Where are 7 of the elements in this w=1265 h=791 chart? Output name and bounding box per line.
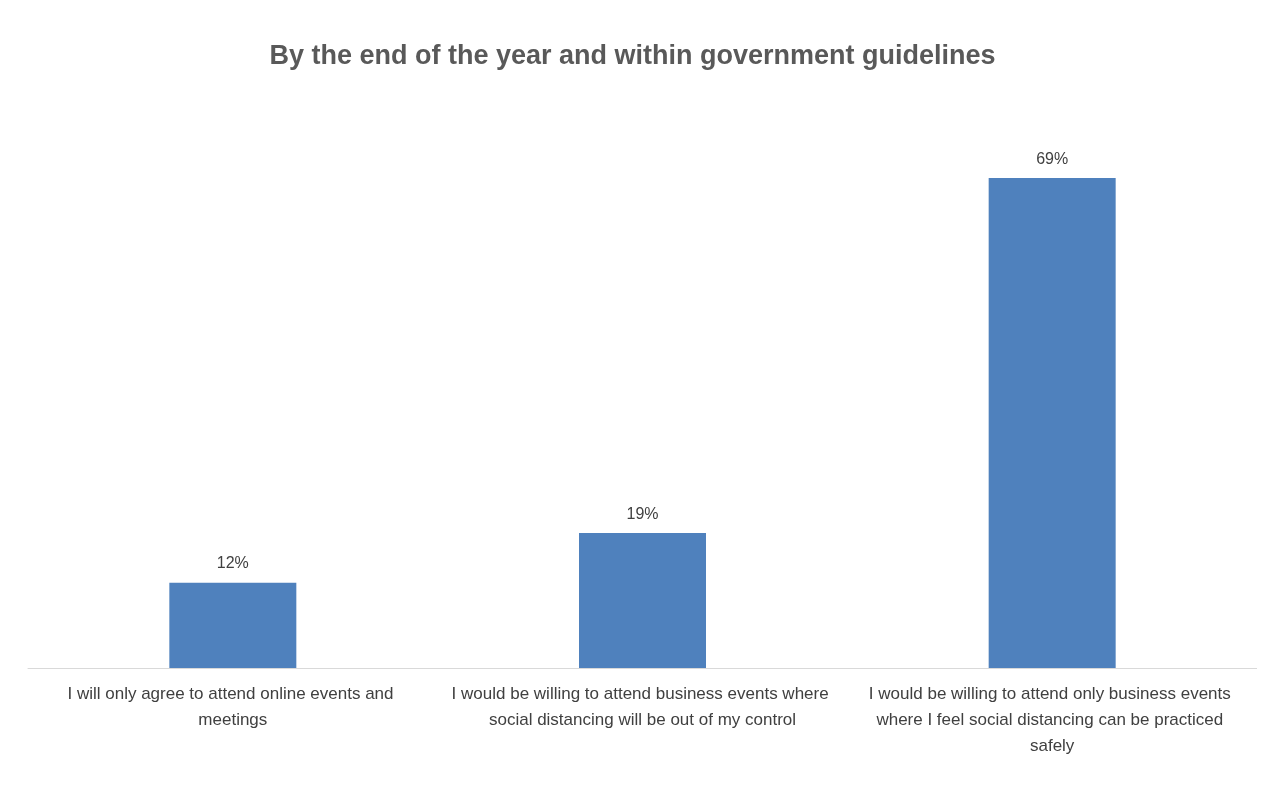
data-label: 12% [216, 554, 249, 572]
data-label: 19% [626, 504, 659, 522]
x-tick-label: I would be willing to attend business events where social distancing will be out of my control [451, 683, 834, 729]
chart-title: By the end of the year and within government guidelines [269, 39, 996, 70]
x-tick-label: I would be willing to attend only business events where I feel social distancing can be practiced safely [868, 683, 1236, 755]
x-tick-label: I will only agree to attend online events and meetings [67, 683, 399, 729]
data-label: 69% [1036, 149, 1069, 167]
